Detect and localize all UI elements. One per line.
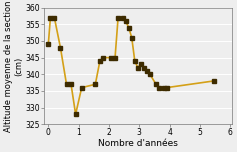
X-axis label: Nombre d'années: Nombre d'années bbox=[98, 139, 178, 148]
Y-axis label: Altitude moyenne de la section
(cm): Altitude moyenne de la section (cm) bbox=[4, 0, 23, 132]
